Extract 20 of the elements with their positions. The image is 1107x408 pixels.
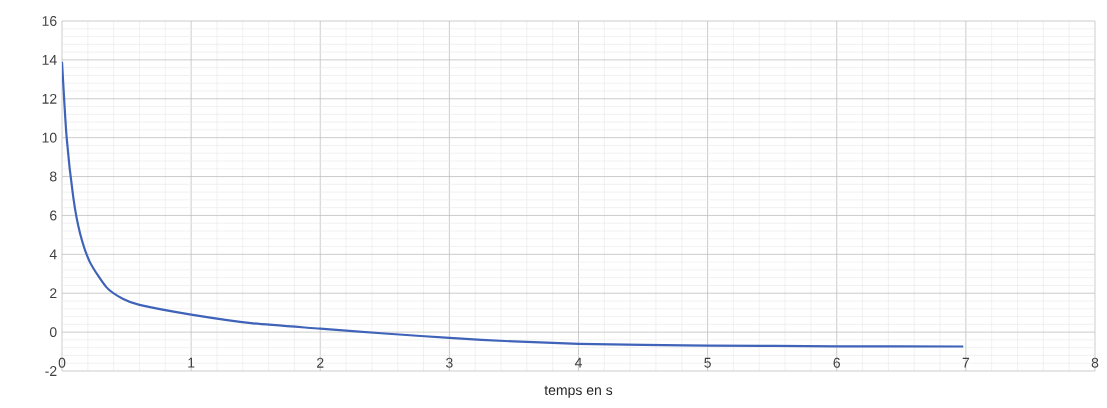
x-tick-label: 8 — [1091, 357, 1099, 368]
y-tick-label: 8 — [49, 171, 57, 182]
y-tick-label: 0 — [49, 327, 57, 338]
y-tick-label: 10 — [42, 132, 57, 143]
x-tick-label: 0 — [58, 357, 66, 368]
y-tick-label: 6 — [50, 210, 57, 221]
y-tick-label: 2 — [50, 288, 57, 299]
y-tick-label: 4 — [49, 249, 57, 260]
x-tick-label: 1 — [188, 357, 195, 368]
x-tick-label: 4 — [574, 357, 582, 368]
y-tick-label: 16 — [42, 16, 57, 26]
y-tick-label: -2 — [45, 366, 57, 376]
x-tick-label: 5 — [704, 357, 711, 368]
y-tick-label: 14 — [42, 55, 57, 65]
x-tick-label: 3 — [446, 357, 453, 368]
x-axis-title: temps en s — [544, 385, 613, 398]
x-tick-label: 6 — [833, 357, 840, 368]
x-tick-label: 7 — [962, 357, 970, 368]
y-tick-label: 12 — [42, 93, 57, 104]
x-tick-label: 2 — [317, 357, 324, 368]
